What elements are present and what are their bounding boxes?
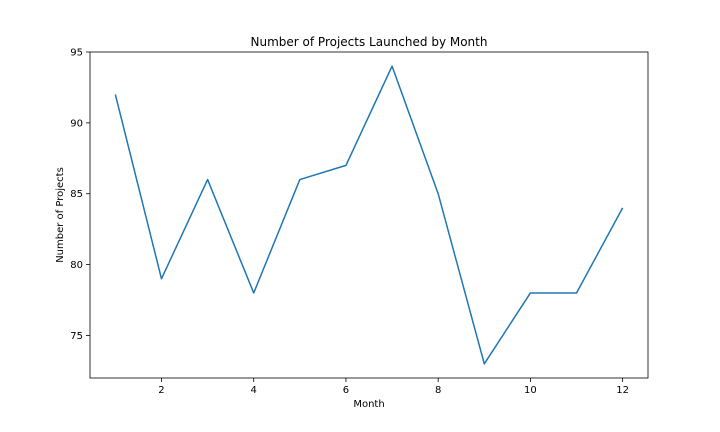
x-tick-label: 2 xyxy=(158,385,164,396)
y-tick-label: 75 xyxy=(70,331,83,342)
series-layer xyxy=(114,65,624,365)
y-tick-label: 80 xyxy=(70,260,83,271)
y-tick-label: 85 xyxy=(70,189,83,200)
x-axis-title: Month xyxy=(353,399,384,410)
y-axis: 75 80 85 90 95 xyxy=(70,48,90,342)
x-tick-label: 12 xyxy=(616,385,629,396)
x-tick-label: 4 xyxy=(251,385,257,396)
series-line xyxy=(114,65,624,365)
y-axis-title: Number of Projects xyxy=(55,167,66,263)
x-tick-label: 8 xyxy=(435,385,441,396)
x-tick-label: 10 xyxy=(524,385,537,396)
x-axis: 2 4 6 8 10 12 xyxy=(158,378,629,396)
y-tick-label: 95 xyxy=(70,48,83,59)
chart-title: Number of Projects Launched by Month xyxy=(251,35,488,49)
y-tick-label: 90 xyxy=(70,118,83,129)
x-tick-label: 6 xyxy=(343,385,349,396)
plot-area xyxy=(89,51,649,379)
